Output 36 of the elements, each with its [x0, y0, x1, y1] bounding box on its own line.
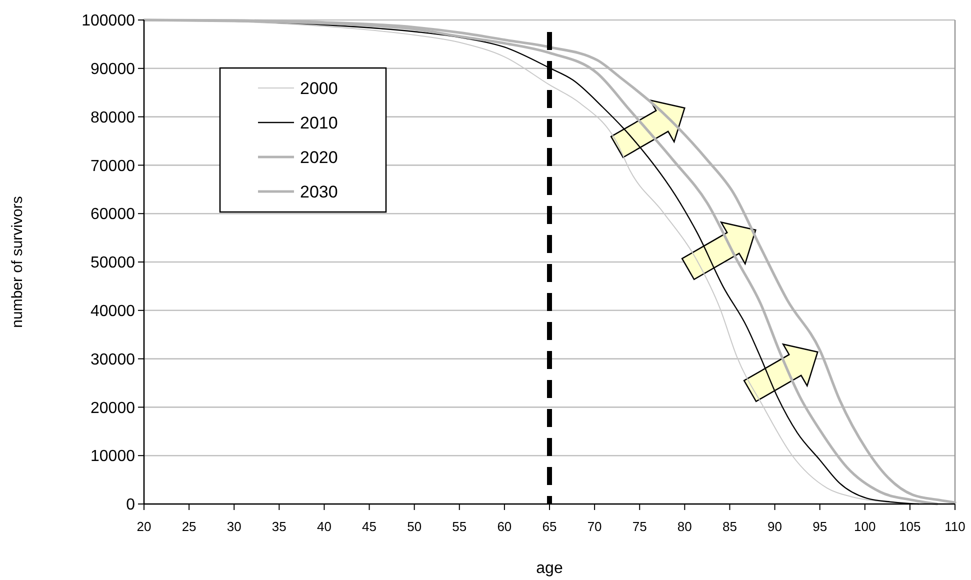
legend-label: 2000: [300, 78, 338, 98]
x-tick-label: 110: [944, 519, 966, 534]
x-tick-label: 70: [587, 519, 602, 534]
x-tick-label: 25: [182, 519, 196, 534]
x-tick-label: 40: [316, 519, 332, 534]
y-tick-label: 40000: [90, 303, 136, 320]
y-tick-label: 80000: [90, 109, 136, 126]
legend-label: 2020: [300, 148, 338, 167]
x-tick-label: 35: [272, 519, 286, 534]
y-tick-label: 70000: [90, 158, 136, 175]
x-tick-label: 75: [632, 519, 647, 534]
x-tick-label: 30: [226, 519, 242, 534]
y-tick-label: 0: [126, 496, 136, 514]
y-tick-label: 50000: [90, 254, 136, 272]
y-tick-label: 10000: [90, 448, 136, 466]
x-tick-label: 55: [452, 519, 467, 534]
y-tick-label: 20000: [90, 400, 136, 417]
legend-label: 2030: [300, 182, 338, 202]
x-tick-label: 50: [407, 519, 422, 534]
legend-label: 2010: [300, 113, 338, 132]
y-tick-label: 90000: [90, 61, 136, 78]
x-tick-label: 90: [768, 519, 782, 534]
x-tick-label: 45: [362, 519, 377, 534]
y-tick-label: 100000: [82, 12, 136, 30]
x-tick-label: 80: [677, 519, 692, 534]
x-axis-title: age: [536, 560, 563, 577]
x-tick-label: 85: [722, 519, 737, 534]
x-tick-label: 65: [542, 519, 557, 534]
x-tick-label: 105: [899, 519, 921, 534]
y-axis-title: number of survivors: [9, 196, 26, 328]
x-tick-label: 100: [854, 519, 876, 534]
x-tick-label: 95: [812, 519, 828, 534]
x-tick-label: 20: [136, 519, 152, 534]
y-tick-label: 60000: [90, 206, 136, 224]
x-tick-label: 60: [497, 519, 512, 534]
y-tick-label: 30000: [90, 351, 136, 368]
